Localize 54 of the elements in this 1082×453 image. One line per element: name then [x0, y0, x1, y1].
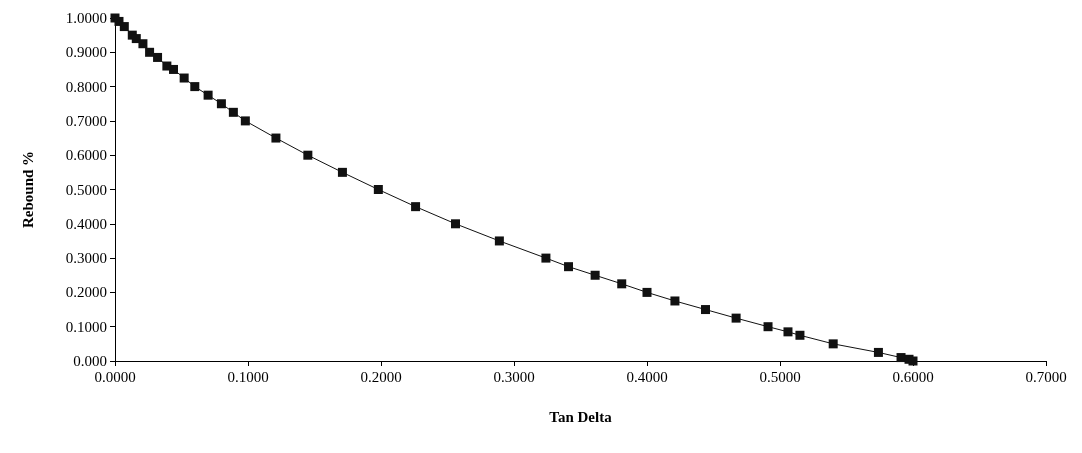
- x-tick-label: 0.0000: [94, 368, 136, 385]
- point: [216, 99, 226, 109]
- point: [411, 202, 421, 212]
- point: [228, 107, 238, 117]
- point: [450, 219, 460, 229]
- point: [240, 116, 250, 126]
- point: [153, 52, 163, 62]
- point: [303, 150, 313, 160]
- x-tick-label: 0.5000: [759, 368, 801, 385]
- y-tick-label: 0.5000: [65, 181, 107, 198]
- y-axis-title: Rebound %: [19, 150, 36, 229]
- y-tick-label: 0.6000: [65, 147, 107, 164]
- point: [590, 270, 600, 280]
- x-tick-label: 0.2000: [360, 368, 402, 385]
- x-tick-label: 0.6000: [892, 368, 934, 385]
- point: [190, 82, 200, 92]
- point: [617, 279, 627, 289]
- point: [828, 339, 838, 349]
- point: [179, 73, 189, 83]
- point: [701, 305, 711, 315]
- point: [119, 22, 129, 32]
- point: [896, 353, 906, 363]
- point: [145, 47, 155, 57]
- y-tick-label: 0.7000: [65, 112, 107, 129]
- point: [271, 133, 281, 143]
- point: [642, 287, 652, 297]
- x-axis-title: Tan Delta: [549, 408, 613, 425]
- point: [783, 327, 793, 337]
- y-tick-label: 0.4000: [65, 215, 107, 232]
- point: [763, 322, 773, 332]
- x-tick-label: 0.7000: [1025, 368, 1067, 385]
- y-tick-label: 0.2000: [65, 284, 107, 301]
- point: [731, 313, 741, 323]
- point: [337, 167, 347, 177]
- point: [873, 347, 883, 357]
- point: [670, 296, 680, 306]
- y-tick-label: 0.000: [73, 353, 107, 369]
- x-tick-label: 0.1000: [227, 368, 269, 385]
- x-tick-label: 0.4000: [626, 368, 668, 385]
- point: [373, 185, 383, 194]
- y-tick-label: 1.0000: [65, 10, 107, 26]
- point: [908, 356, 918, 366]
- y-tick-label: 0.3000: [65, 250, 107, 267]
- y-tick-label: 0.9000: [65, 44, 107, 61]
- y-tick-label: 0.8000: [65, 78, 107, 95]
- y-tick-label: 0.1000: [65, 318, 107, 335]
- point: [494, 236, 504, 246]
- point: [541, 253, 551, 263]
- point: [138, 39, 148, 49]
- point: [203, 90, 213, 100]
- point: [564, 262, 574, 272]
- point: [169, 64, 179, 74]
- x-tick-label: 0.3000: [493, 368, 535, 385]
- point: [795, 330, 805, 340]
